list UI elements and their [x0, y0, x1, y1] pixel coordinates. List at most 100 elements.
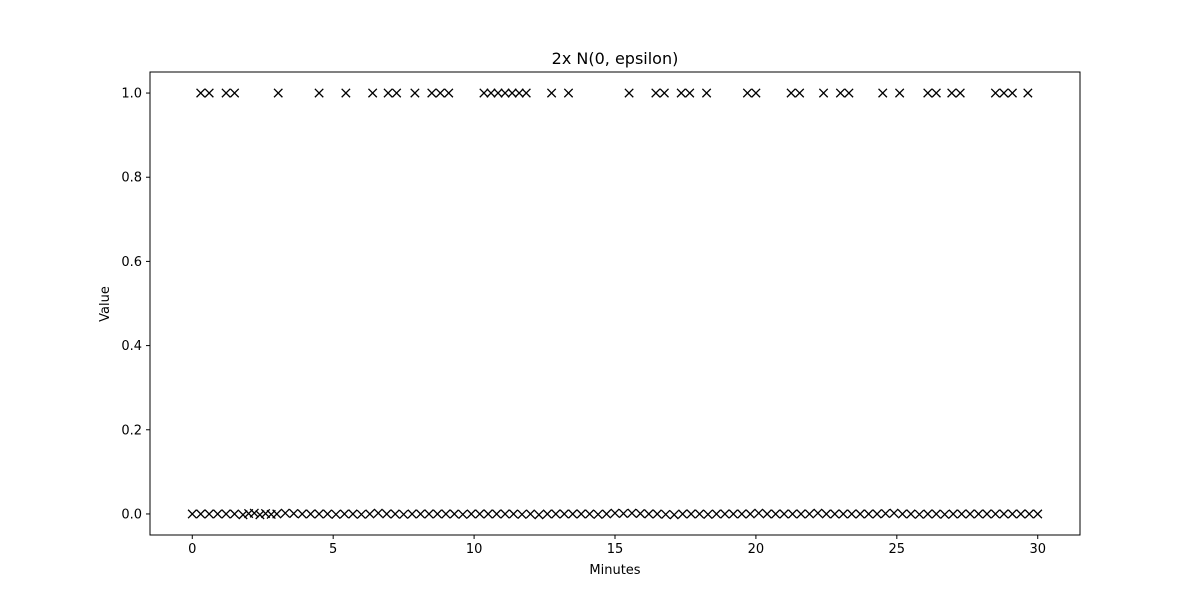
data-point-marker — [835, 88, 846, 98]
data-point-marker — [491, 509, 502, 519]
y-tick-label: 0.6 — [121, 255, 142, 270]
data-point-marker — [383, 88, 393, 98]
data-point-marker — [1033, 509, 1043, 519]
x-axis-label: Minutes — [589, 563, 640, 578]
data-point-marker — [500, 88, 510, 98]
data-point-marker — [407, 509, 417, 519]
data-point-marker — [367, 88, 378, 98]
data-point-marker — [322, 509, 333, 519]
data-point-marker — [601, 509, 612, 519]
data-point-marker — [280, 508, 290, 518]
data-point-marker — [787, 509, 798, 519]
data-point-marker — [923, 88, 933, 98]
data-point-marker — [1024, 509, 1034, 519]
data-point-marker — [593, 509, 603, 520]
data-point-marker — [382, 509, 392, 519]
x-axis: 0 5 10 15 20 25 30 — [188, 535, 1046, 557]
data-point-marker — [804, 509, 815, 519]
data-point-marker — [563, 88, 574, 98]
data-point-marker — [187, 509, 197, 519]
data-point-marker — [249, 508, 259, 518]
data-point-marker — [479, 88, 489, 98]
data-point-marker — [289, 508, 299, 519]
data-point-marker — [1016, 509, 1026, 519]
data-point-marker — [273, 88, 283, 98]
x-tick-label: 0 — [188, 542, 196, 557]
x-tick-label: 5 — [329, 542, 337, 557]
data-point-marker — [500, 509, 510, 519]
data-point-marker — [551, 509, 561, 519]
data-point-marker — [341, 88, 351, 98]
data-point-marker — [229, 509, 240, 519]
data-point-marker — [855, 509, 865, 519]
data-point-marker — [796, 509, 806, 519]
data-point-marker — [651, 88, 661, 98]
data-point-marker — [1007, 509, 1018, 519]
data-point-marker — [872, 509, 882, 519]
data-point-marker — [373, 508, 383, 518]
data-point-marker — [947, 88, 957, 98]
data-point-marker — [391, 88, 402, 98]
data-point-marker — [627, 508, 637, 518]
data-point-marker — [365, 509, 375, 519]
data-point-marker — [534, 510, 544, 520]
data-point-marker — [762, 509, 772, 519]
data-point-marker — [458, 509, 468, 520]
data-point-marker — [525, 509, 536, 519]
data-point-marker — [703, 509, 713, 520]
data-point-marker — [486, 88, 496, 98]
data-point-marker — [444, 88, 454, 98]
data-point-marker — [521, 88, 531, 98]
data-point-marker — [742, 88, 753, 98]
data-point-marker — [956, 509, 967, 519]
data-point-marker — [314, 88, 324, 98]
data-point-marker — [427, 88, 437, 98]
data-point-marker — [754, 508, 764, 518]
data-point-marker — [435, 88, 445, 98]
y-tick-label: 1.0 — [121, 87, 142, 102]
data-point-marker — [940, 509, 950, 520]
data-point-marker — [196, 509, 206, 519]
data-point-marker — [432, 509, 443, 519]
data-point-marker — [584, 509, 595, 519]
data-point-marker — [331, 509, 341, 520]
x-tick-label: 15 — [607, 542, 624, 557]
data-point-marker — [897, 509, 908, 519]
data-point-marker — [449, 509, 460, 519]
y-axis-label: Value — [98, 286, 113, 322]
data-point-marker — [973, 509, 984, 519]
data-point-marker — [844, 88, 854, 98]
data-point-marker — [542, 509, 553, 519]
data-point-marker — [229, 88, 240, 98]
data-point-marker — [720, 509, 730, 519]
data-point-marker — [676, 88, 686, 98]
data-point-marker — [999, 509, 1009, 519]
data-point-marker — [847, 509, 857, 519]
data-point-marker — [965, 509, 975, 519]
data-point-marker — [221, 509, 231, 519]
data-point-marker — [508, 509, 519, 519]
data-point-marker — [685, 88, 695, 98]
y-axis: 0.0 0.2 0.4 0.6 0.8 1.0 — [121, 87, 150, 522]
data-point-marker — [779, 509, 789, 519]
data-point-marker — [677, 509, 688, 519]
data-point-marker — [475, 509, 485, 519]
data-point-marker — [794, 88, 805, 98]
data-point-marker — [356, 509, 367, 520]
data-point-marker — [661, 509, 671, 520]
data-point-marker — [297, 509, 307, 519]
data-point-marker — [982, 509, 992, 519]
data-point-marker — [483, 509, 493, 519]
data-point-marker — [830, 509, 840, 519]
data-point-marker — [339, 509, 350, 519]
data-point-marker — [786, 88, 796, 98]
data-point-marker — [517, 509, 527, 520]
data-point-marker — [196, 88, 206, 98]
data-point-marker — [568, 509, 578, 519]
data-point-marker — [931, 509, 941, 519]
data-point-marker — [652, 509, 662, 519]
data-point-marker — [255, 510, 265, 520]
data-point-marker — [894, 88, 905, 98]
data-point-marker — [348, 509, 358, 519]
